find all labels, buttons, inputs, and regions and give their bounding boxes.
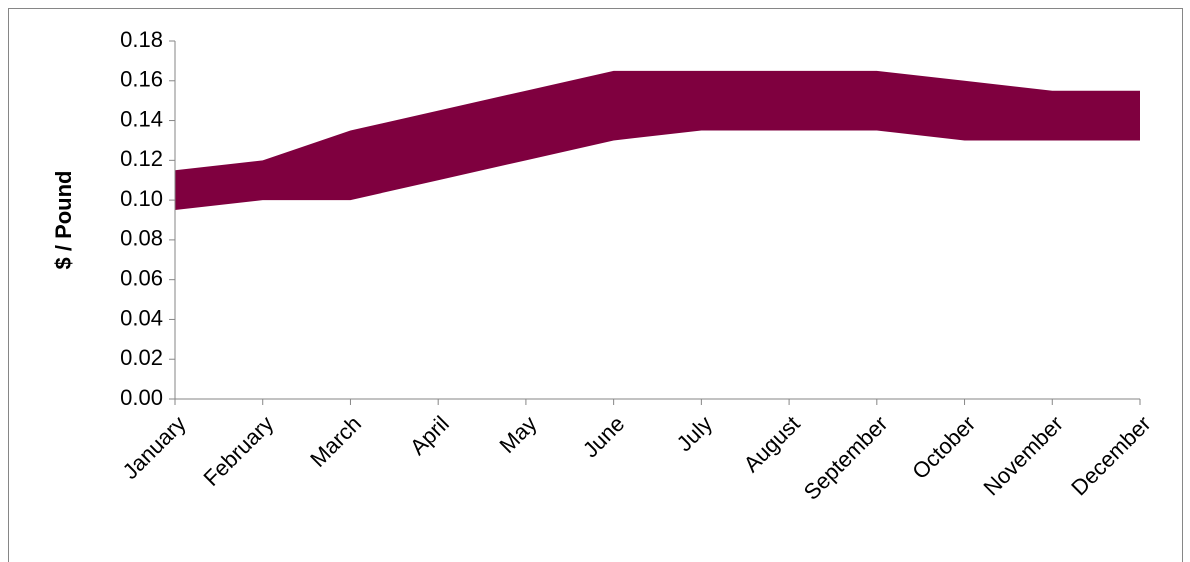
x-tick-label: July: [672, 411, 717, 456]
chart-border: [8, 8, 1183, 562]
y-tick-label: 0.12: [120, 146, 163, 171]
x-tick-label: November: [978, 411, 1067, 500]
y-tick-label: 0.16: [120, 67, 163, 92]
x-tick-label: August: [739, 411, 805, 477]
x-tick-label: January: [118, 411, 191, 484]
y-tick-label: 0.18: [120, 27, 163, 52]
y-tick-label: 0.08: [120, 226, 163, 251]
y-tick-label: 0.00: [120, 385, 163, 410]
x-tick-label: September: [799, 411, 893, 505]
y-axis-label: $ / Pound: [51, 171, 76, 270]
x-tick-label: May: [494, 411, 541, 458]
x-tick-label: December: [1066, 411, 1155, 500]
y-tick-label: 0.04: [120, 305, 163, 330]
y-tick-label: 0.10: [120, 186, 163, 211]
x-tick-label: February: [198, 411, 278, 491]
y-tick-label: 0.14: [120, 106, 163, 131]
x-tick-label: October: [907, 411, 980, 484]
y-tick-label: 0.02: [120, 345, 163, 370]
y-tick-label: 0.06: [120, 265, 163, 290]
x-tick-label: April: [405, 411, 454, 460]
range-area: [175, 70, 1140, 211]
x-tick-label: June: [578, 411, 629, 462]
x-tick-label: March: [305, 411, 366, 472]
